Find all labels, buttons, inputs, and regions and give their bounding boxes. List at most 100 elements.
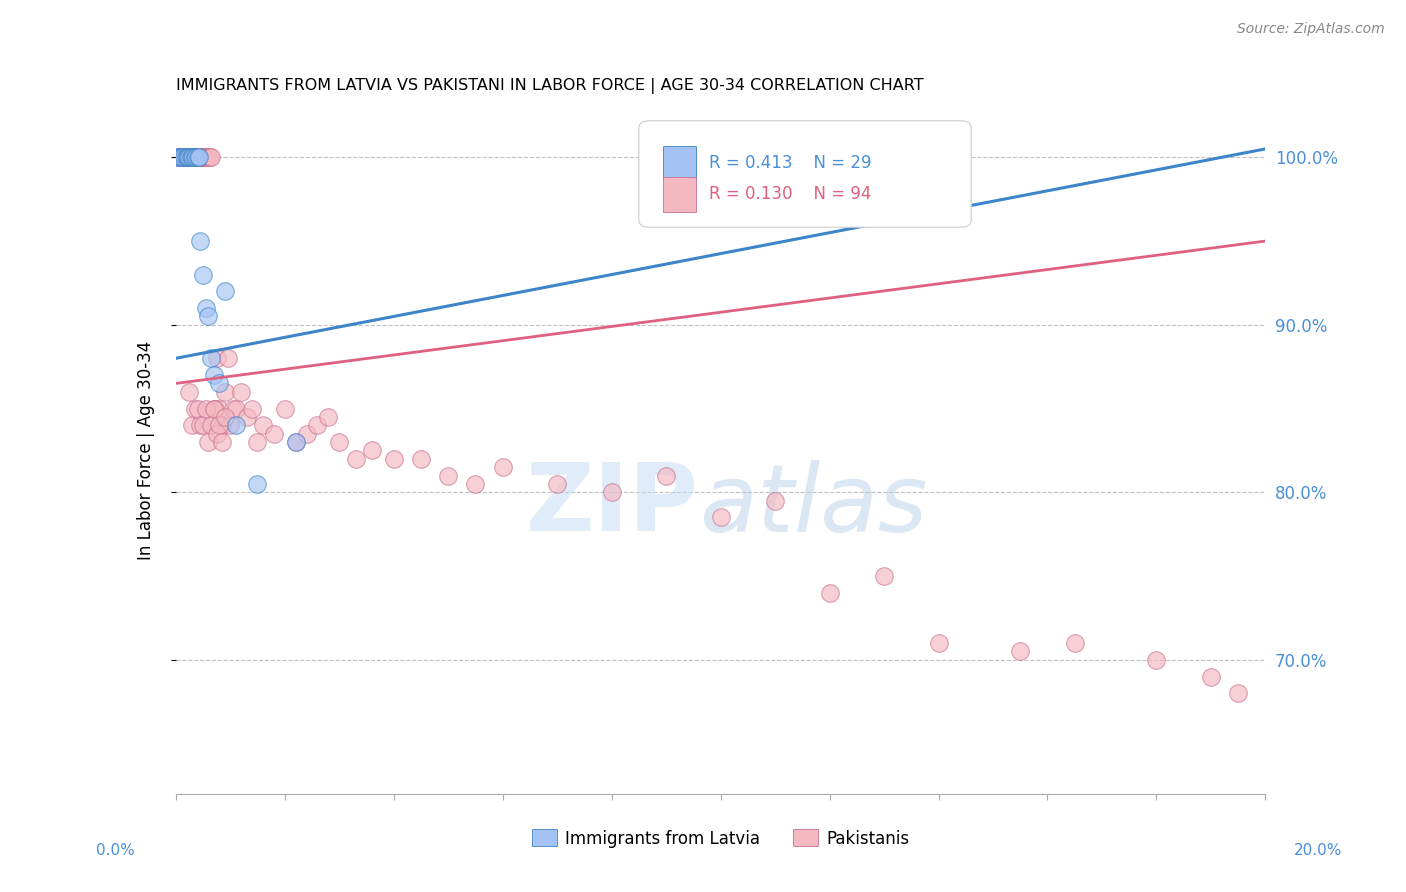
Point — [181, 150, 204, 164]
Point — [409, 451, 432, 466]
Point — [174, 150, 197, 164]
Point — [240, 401, 263, 416]
Point — [818, 586, 841, 600]
Point — [737, 150, 759, 164]
Point — [197, 435, 219, 450]
Point — [202, 401, 225, 416]
Point — [1199, 670, 1222, 684]
Point — [197, 150, 219, 164]
Point — [188, 234, 211, 248]
Point — [200, 150, 222, 164]
Point — [361, 443, 384, 458]
Point — [180, 150, 202, 164]
Point — [225, 401, 247, 416]
Point — [873, 569, 896, 583]
Point — [328, 435, 350, 450]
FancyBboxPatch shape — [638, 120, 972, 227]
Point — [179, 150, 201, 164]
Point — [170, 150, 193, 164]
Point — [169, 150, 191, 164]
Point — [222, 401, 245, 416]
Point — [174, 150, 197, 164]
Point — [173, 150, 195, 164]
Point — [191, 150, 214, 164]
Point — [197, 310, 219, 324]
Point — [173, 150, 195, 164]
Point — [214, 409, 236, 424]
Point — [179, 150, 201, 164]
Point — [188, 150, 211, 164]
Point — [188, 150, 211, 164]
Text: IMMIGRANTS FROM LATVIA VS PAKISTANI IN LABOR FORCE | AGE 30-34 CORRELATION CHART: IMMIGRANTS FROM LATVIA VS PAKISTANI IN L… — [176, 78, 924, 95]
Point — [186, 401, 209, 416]
Point — [174, 150, 197, 164]
Point — [170, 150, 193, 164]
Point — [1063, 636, 1085, 650]
Point — [246, 477, 269, 491]
Point — [263, 426, 285, 441]
Point — [172, 150, 194, 164]
Point — [464, 477, 486, 491]
Point — [184, 401, 207, 416]
Point — [183, 150, 205, 164]
Point — [181, 418, 204, 433]
Point — [318, 409, 340, 424]
Point — [200, 351, 222, 366]
Point — [274, 401, 297, 416]
Point — [252, 418, 274, 433]
Point — [202, 368, 225, 382]
Point — [184, 150, 207, 164]
Point — [214, 285, 236, 299]
Point — [177, 150, 200, 164]
Point — [200, 418, 222, 433]
Point — [1010, 644, 1032, 658]
Text: R = 0.130    N = 94: R = 0.130 N = 94 — [709, 186, 870, 203]
Point — [177, 150, 200, 164]
Point — [235, 409, 257, 424]
Point — [181, 150, 204, 164]
Point — [169, 150, 191, 164]
Point — [195, 150, 218, 164]
Point — [167, 150, 190, 164]
Point — [186, 150, 209, 164]
Point — [186, 150, 208, 164]
Point — [231, 384, 253, 399]
Point — [184, 150, 207, 164]
Point — [186, 150, 209, 164]
Point — [188, 418, 211, 433]
Point — [179, 150, 201, 164]
Point — [184, 150, 207, 164]
Point — [208, 401, 231, 416]
Point — [546, 477, 568, 491]
Legend: Immigrants from Latvia, Pakistanis: Immigrants from Latvia, Pakistanis — [524, 822, 917, 855]
Point — [191, 150, 214, 164]
Point — [307, 418, 329, 433]
Point — [225, 418, 247, 433]
Point — [492, 460, 515, 475]
Point — [600, 485, 623, 500]
Point — [437, 468, 460, 483]
Point — [219, 418, 242, 433]
Point — [172, 150, 194, 164]
Point — [187, 150, 209, 164]
Point — [208, 376, 231, 391]
Point — [180, 150, 202, 164]
Point — [763, 493, 786, 508]
Point — [211, 435, 233, 450]
Point — [284, 435, 307, 450]
Point — [179, 384, 201, 399]
Bar — [662, 178, 696, 211]
Point — [382, 451, 405, 466]
Point — [217, 351, 239, 366]
Point — [169, 150, 191, 164]
Point — [198, 150, 221, 164]
Point — [181, 150, 204, 164]
Bar — [662, 145, 696, 180]
Point — [181, 150, 204, 164]
Point — [208, 418, 231, 433]
Point — [176, 150, 198, 164]
Text: 20.0%: 20.0% — [1295, 843, 1343, 858]
Point — [246, 435, 269, 450]
Point — [1146, 653, 1168, 667]
Point — [710, 510, 733, 524]
